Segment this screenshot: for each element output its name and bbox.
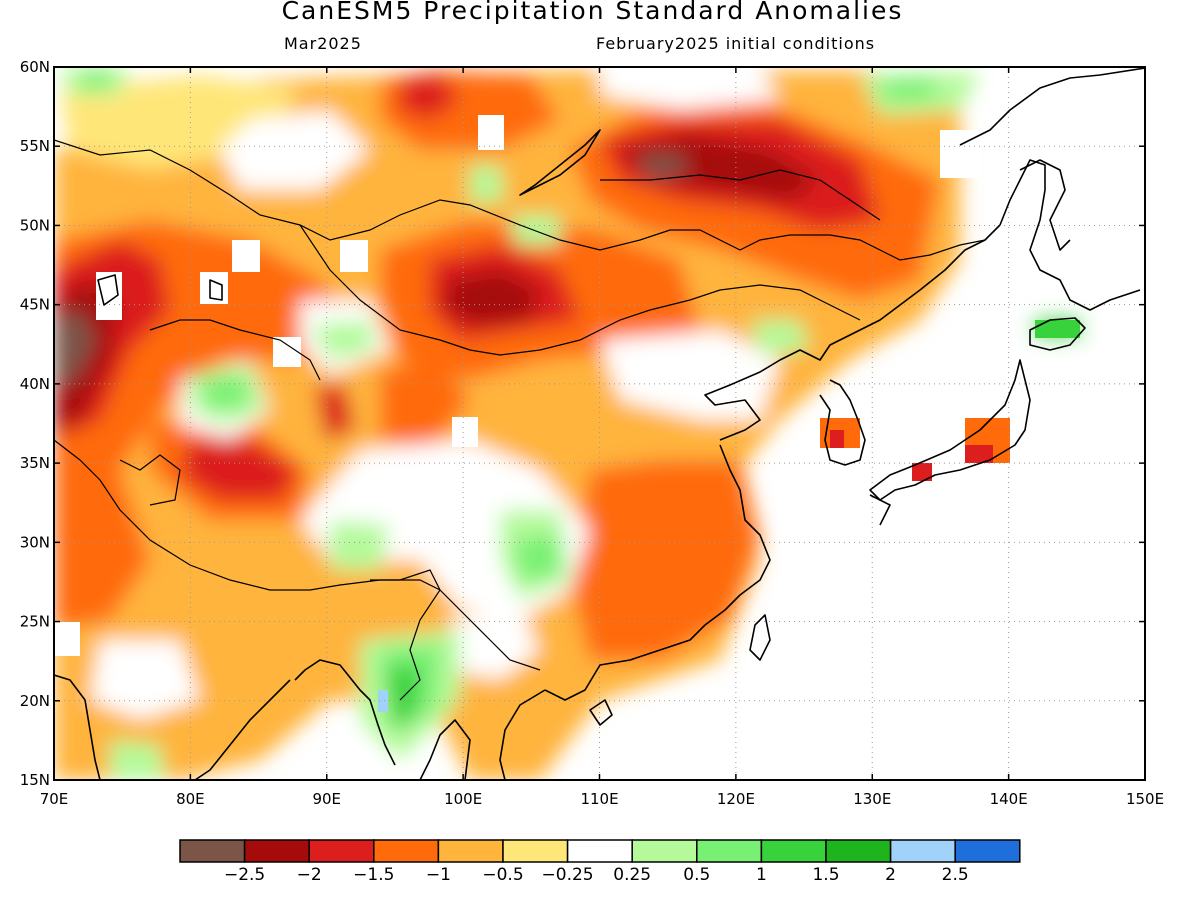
lat-tick-label: 40N: [20, 375, 50, 393]
colorbar-swatch: [437, 839, 504, 863]
graticule: [54, 67, 1145, 780]
lon-tick-label: 100E: [444, 790, 482, 808]
colorbar-label: −0.5: [482, 865, 523, 885]
colorbar-swatch: [373, 839, 440, 863]
country-borders: [54, 139, 986, 701]
chart-title: CanESM5 Precipitation Standard Anomalies: [281, 0, 904, 25]
coastlines: [54, 67, 1145, 780]
lat-tick-label: 30N: [20, 533, 50, 551]
lon-tick-label: 140E: [990, 790, 1028, 808]
lat-tick-label: 20N: [20, 692, 50, 710]
colorbar-swatch: [631, 839, 698, 863]
colorbar-label: −2: [297, 865, 322, 885]
colorbar-label: 2: [885, 865, 896, 885]
lat-tick-label: 60N: [20, 58, 50, 76]
lat-tick-label: 45N: [20, 296, 50, 314]
colorbar-swatch: [308, 839, 375, 863]
colorbar-label: 1: [756, 865, 767, 885]
colorbar-swatch: [179, 839, 246, 863]
colorbar: −2.5 −2 −1.5 −1 −0.5 −0.25 0.25 0.5 1 1.5 2 2.5: [179, 839, 1021, 885]
lon-tick-label: 80E: [176, 790, 205, 808]
colorbar-swatch: [760, 839, 827, 863]
colorbar-swatch: [696, 839, 763, 863]
colorbar-label: −2.5: [224, 865, 265, 885]
colorbar-label: 0.5: [683, 865, 710, 885]
colorbar-swatch: [566, 839, 633, 863]
colorbar-label: 0.25: [613, 865, 651, 885]
initial-conditions: February2025 initial conditions: [596, 34, 876, 53]
lon-tick-label: 130E: [853, 790, 891, 808]
lat-tick-label: 35N: [20, 454, 50, 472]
anomaly-field: [54, 67, 1145, 780]
colorbar-swatch: [243, 839, 310, 863]
colorbar-label: 1.5: [812, 865, 839, 885]
colorbar-label: −1: [426, 865, 451, 885]
colorbar-label: −0.25: [542, 865, 594, 885]
lat-tick-label: 25N: [20, 613, 50, 631]
colorbar-label: −1.5: [353, 865, 394, 885]
lat-tick-label: 55N: [20, 137, 50, 155]
lat-tick-label: 50N: [20, 216, 50, 234]
lon-tick-label: 120E: [717, 790, 755, 808]
forecast-month: Mar2025: [284, 34, 362, 53]
colorbar-swatch: [954, 839, 1021, 863]
lat-tick-label: 15N: [20, 771, 50, 789]
colorbar-swatch: [502, 839, 569, 863]
lon-tick-label: 110E: [580, 790, 618, 808]
colorbar-label: 2.5: [942, 865, 969, 885]
lon-tick-label: 90E: [312, 790, 341, 808]
lon-tick-label: 150E: [1126, 790, 1164, 808]
lon-tick-label: 70E: [40, 790, 69, 808]
colorbar-swatch: [825, 839, 892, 863]
colorbar-swatch: [889, 839, 956, 863]
